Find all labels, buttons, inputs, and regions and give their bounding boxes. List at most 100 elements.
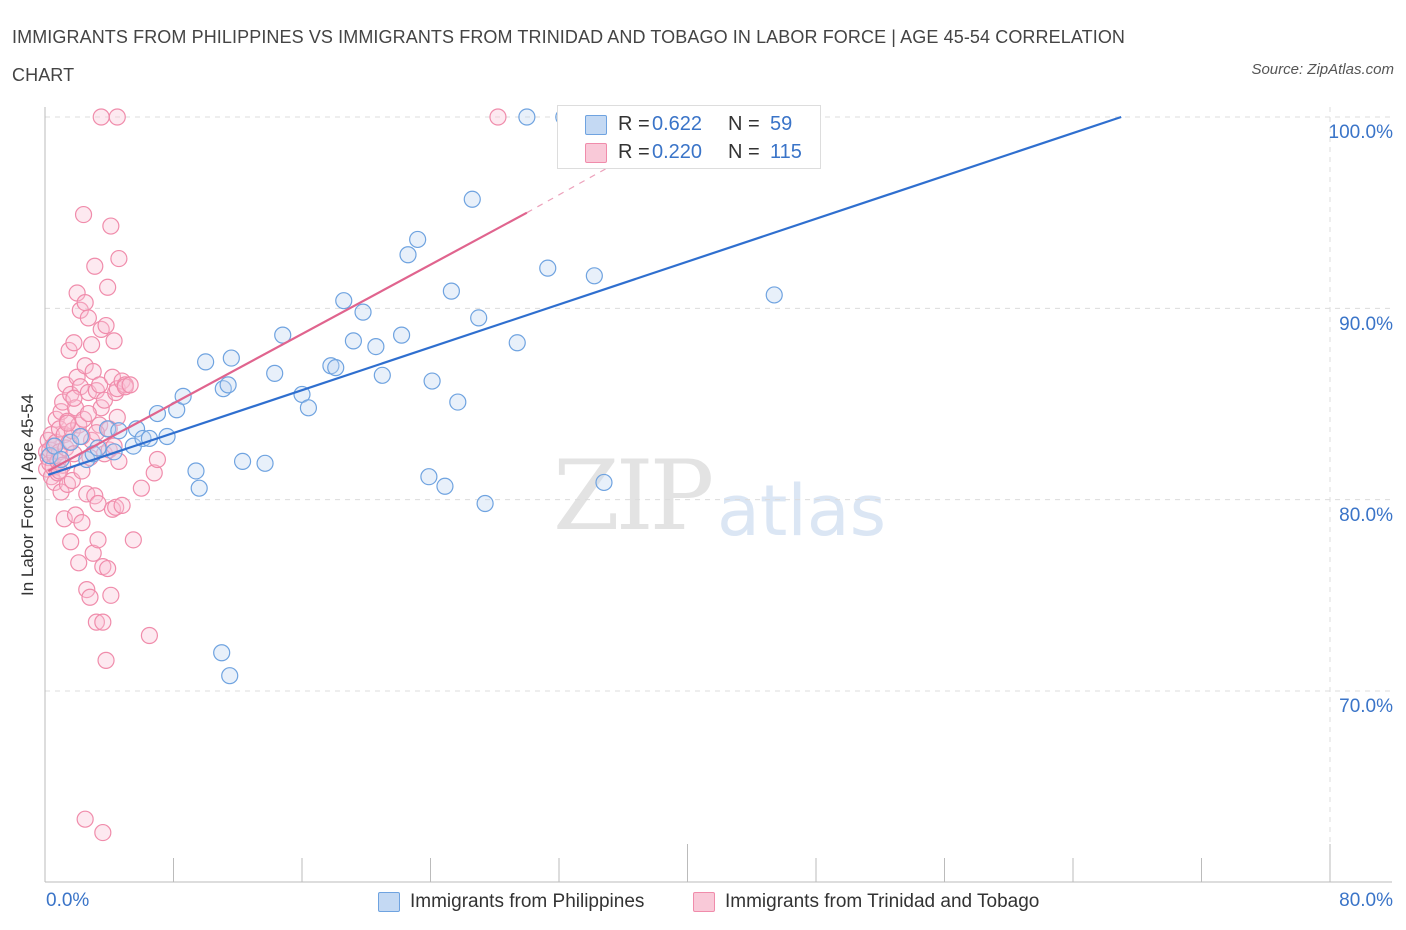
trinidad-point	[79, 309, 97, 327]
chart-title: IMMIGRANTS FROM PHILIPPINES VS IMMIGRANT…	[12, 27, 1126, 85]
stats-row-trinidad: R = 0.220 N = 115	[558, 138, 820, 166]
trinidad-point	[81, 588, 99, 606]
trinidad-point	[121, 376, 139, 394]
philippines-point	[367, 338, 385, 356]
stats-r-label: R =	[618, 113, 650, 135]
axes	[44, 107, 1392, 883]
y-axis-label: In Labor Force | Age 45-54	[18, 394, 37, 596]
trinidad-point	[73, 514, 91, 532]
trinidad-point	[94, 823, 112, 842]
trinidad-point	[132, 479, 150, 497]
trinidad-point	[124, 531, 142, 549]
trinidad-point	[87, 613, 106, 631]
philippines-point	[266, 364, 284, 382]
series-trinidad-points	[38, 108, 507, 842]
trend-line-trinidad	[47, 211, 528, 472]
philippines-point	[373, 366, 391, 384]
philippines-point	[354, 303, 372, 321]
trinidad-point	[113, 496, 131, 515]
philippines-point	[518, 108, 536, 126]
trinidad-point	[91, 376, 109, 394]
y-tick-label-100: 100.0%	[1328, 122, 1393, 143]
philippines-point	[463, 190, 481, 208]
trinidad-point	[145, 464, 163, 482]
philippines-point	[158, 427, 176, 446]
philippines-point	[595, 473, 613, 492]
trinidad-point	[58, 414, 77, 432]
philippines-point	[765, 286, 783, 304]
trinidad-point	[55, 510, 73, 528]
series-legend: Immigrants from Philippines Immigrants f…	[0, 888, 1406, 916]
stats-r-label: R =	[618, 141, 650, 163]
trinidad-point	[99, 559, 117, 578]
trinidad-point	[110, 249, 128, 268]
x-tick-label-right: 80.0%	[1339, 890, 1393, 911]
philippines-point	[476, 494, 494, 513]
philippines-point	[436, 477, 454, 495]
stats-r-value: 0.220	[652, 141, 703, 163]
trinidad-point	[79, 404, 97, 423]
philippines-point	[41, 447, 59, 465]
philippines-point	[71, 427, 89, 446]
philippines-point	[423, 372, 441, 390]
watermark-zip: ZIP	[553, 440, 714, 552]
trend-lines	[47, 115, 1122, 476]
trinidad-point	[62, 533, 80, 551]
philippines-point	[335, 292, 353, 310]
trend-line-philippines	[47, 115, 1122, 476]
legend-item-philippines[interactable]: Immigrants from Philippines	[378, 888, 644, 916]
trinidad-point	[76, 810, 94, 828]
philippines-point	[420, 468, 438, 486]
trinidad-point	[94, 613, 112, 631]
philippines-point	[299, 399, 318, 417]
philippines-point	[221, 667, 239, 685]
y-tick-label-70: 70.0%	[1339, 696, 1393, 717]
legend-swatch-blue	[585, 115, 607, 135]
stats-n-value: 115	[770, 141, 802, 163]
philippines-point	[409, 230, 427, 249]
philippines-point	[274, 326, 292, 344]
legend-label-trinidad: Immigrants from Trinidad and Tobago	[725, 891, 1040, 912]
trinidad-point	[102, 586, 120, 604]
stats-n-label: N =	[728, 141, 760, 163]
legend-item-trinidad[interactable]: Immigrants from Trinidad and Tobago	[693, 888, 1039, 916]
trinidad-point	[105, 332, 123, 350]
trinidad-point	[107, 498, 125, 516]
trinidad-point	[110, 452, 128, 470]
philippines-point	[470, 309, 488, 327]
trinidad-point	[89, 531, 107, 549]
trinidad-point	[65, 334, 83, 352]
philippines-point	[344, 332, 362, 350]
trinidad-point	[140, 626, 159, 645]
trinidad-point	[97, 651, 115, 669]
philippines-point	[449, 393, 467, 411]
legend-swatch-pink	[585, 143, 607, 163]
y-tick-label-80: 80.0%	[1339, 505, 1393, 526]
y-tick-label-90: 90.0%	[1339, 314, 1393, 335]
philippines-point	[585, 267, 603, 285]
philippines-point	[190, 479, 208, 497]
trinidad-point	[489, 108, 507, 126]
trinidad-point	[108, 408, 126, 426]
philippines-point	[197, 353, 215, 371]
legend-swatch-blue	[378, 892, 400, 912]
trinidad-point	[84, 544, 102, 562]
trinidad-point	[70, 554, 88, 572]
philippines-point	[327, 359, 345, 377]
philippines-point	[62, 433, 80, 451]
trinidad-point	[89, 494, 107, 513]
trinidad-point	[82, 336, 101, 354]
philippines-point	[508, 334, 526, 352]
trinidad-point	[108, 108, 126, 126]
trinidad-point	[99, 278, 117, 296]
philippines-point	[442, 282, 460, 300]
x-tick-label-left: 0.0%	[46, 890, 90, 911]
philippines-point	[399, 246, 417, 264]
trinidad-point	[102, 217, 120, 235]
stats-r-value: 0.622	[652, 113, 703, 135]
philippines-point	[256, 454, 274, 472]
series-philippines-points	[41, 108, 783, 685]
chart-source: Source: ZipAtlas.com	[1251, 61, 1394, 78]
trinidad-point	[86, 257, 104, 275]
watermark-atlas: atlas	[717, 470, 887, 552]
